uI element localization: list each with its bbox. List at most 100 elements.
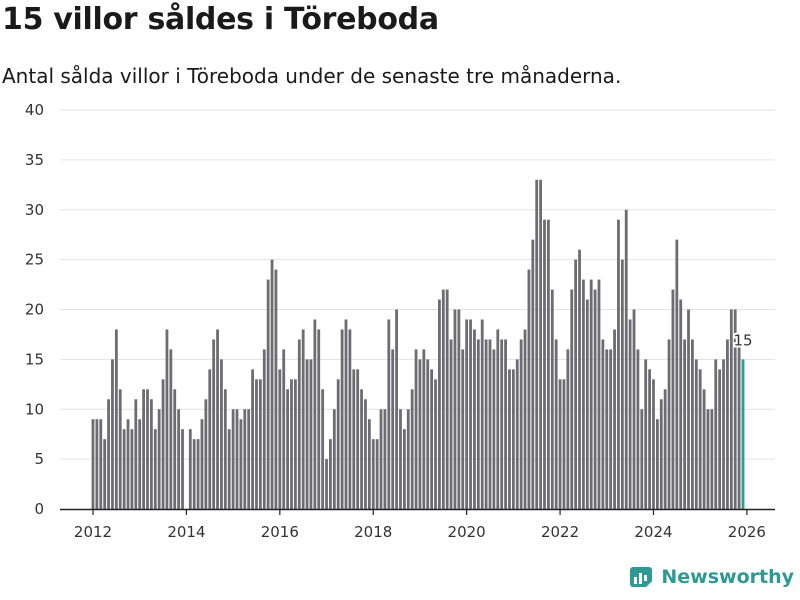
bar <box>153 429 157 509</box>
bar <box>628 319 632 509</box>
chart-title: 15 villor såldes i Töreboda <box>2 2 439 37</box>
bar <box>383 409 387 509</box>
bar <box>539 179 542 509</box>
bar <box>114 329 118 509</box>
bar <box>500 339 504 509</box>
bar <box>286 389 290 509</box>
bar <box>465 319 469 509</box>
bar <box>130 429 134 509</box>
bar <box>488 339 492 509</box>
x-tick-label: 2024 <box>634 523 672 541</box>
bar <box>402 429 406 509</box>
bar <box>710 409 714 509</box>
bar <box>208 369 212 509</box>
bar <box>652 379 655 509</box>
bar <box>582 279 585 509</box>
bar <box>336 379 340 509</box>
bar <box>496 329 500 509</box>
bar <box>91 419 95 509</box>
bar <box>297 339 301 509</box>
bar <box>617 219 620 510</box>
bar <box>574 259 578 510</box>
bar <box>321 389 325 509</box>
bar <box>729 309 733 509</box>
bar <box>562 379 566 509</box>
bar <box>364 399 367 509</box>
bar <box>111 359 114 510</box>
bar <box>262 349 266 509</box>
bar <box>426 359 430 510</box>
bar <box>410 389 414 509</box>
bar <box>484 339 488 509</box>
bar <box>570 289 574 509</box>
bar <box>223 389 227 509</box>
bar <box>515 359 519 510</box>
bar <box>585 299 589 509</box>
bar <box>663 389 667 509</box>
bar <box>161 379 165 509</box>
bar <box>99 419 103 509</box>
bar <box>142 389 145 509</box>
bar <box>679 299 683 509</box>
bar <box>251 369 254 509</box>
bar <box>671 289 675 509</box>
bar <box>667 339 671 509</box>
y-tick-label: 35 <box>25 151 44 169</box>
bar <box>550 289 554 509</box>
x-tick-label: 2022 <box>541 523 579 541</box>
bar <box>367 419 371 509</box>
bar <box>601 339 605 509</box>
bar <box>476 339 480 509</box>
y-tick-label: 0 <box>34 500 44 518</box>
bar <box>597 279 601 509</box>
bar <box>216 329 219 509</box>
bar <box>640 409 644 509</box>
bar <box>605 349 609 509</box>
bar <box>181 429 184 509</box>
x-tick-label: 2026 <box>728 523 766 541</box>
newsworthy-logo-icon <box>630 567 653 587</box>
bar <box>360 389 363 509</box>
bar <box>332 409 336 509</box>
bar <box>173 389 177 509</box>
bar <box>293 379 297 509</box>
bar <box>523 329 527 509</box>
newsworthy-logo-text: Newsworthy <box>661 566 794 588</box>
bar <box>441 289 445 509</box>
bar <box>309 359 313 510</box>
bar <box>146 389 149 509</box>
bar <box>235 409 239 509</box>
bar <box>196 439 200 509</box>
bar <box>165 329 169 509</box>
bar <box>718 369 722 509</box>
bar <box>212 339 216 509</box>
bar <box>391 349 395 509</box>
bar <box>430 369 434 509</box>
bar <box>344 319 348 509</box>
bar <box>134 399 138 509</box>
y-tick-label: 20 <box>25 301 44 319</box>
bar <box>492 349 496 509</box>
bar <box>422 349 426 509</box>
bar <box>274 269 278 509</box>
bar <box>457 309 461 509</box>
bar <box>593 289 597 509</box>
bar <box>313 319 317 509</box>
bar <box>406 409 410 509</box>
bar <box>157 409 161 509</box>
bar <box>95 419 99 509</box>
bar <box>375 439 379 509</box>
bar <box>655 419 659 509</box>
bar <box>531 239 535 510</box>
bar <box>445 289 449 509</box>
bar <box>118 389 122 509</box>
bar <box>613 329 616 509</box>
bar <box>702 389 706 509</box>
bar <box>188 429 192 509</box>
bar <box>414 349 418 509</box>
bar <box>305 359 309 510</box>
bar <box>227 429 231 509</box>
y-tick-label: 40 <box>25 101 44 119</box>
bar <box>247 409 251 509</box>
